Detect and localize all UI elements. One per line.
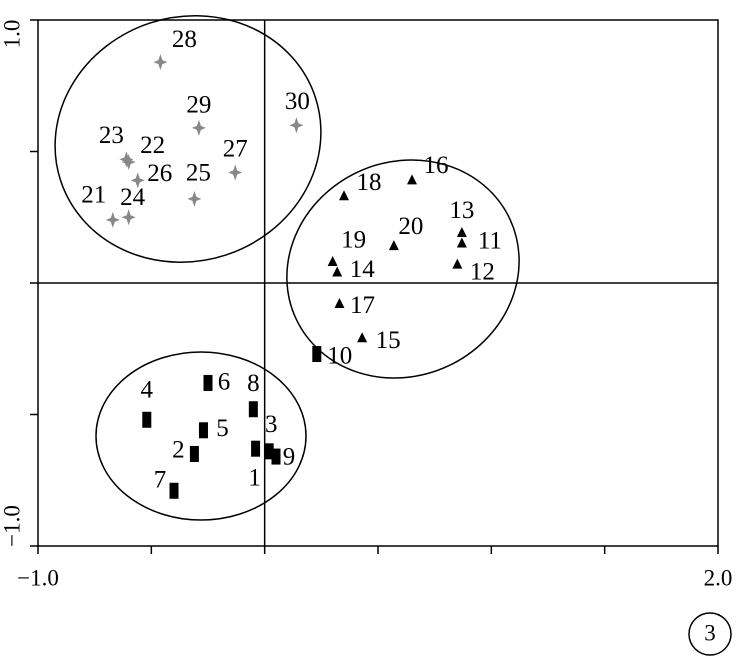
x-tick-label: 2.0: [704, 565, 733, 590]
point: [289, 117, 304, 134]
point-label: 3: [265, 411, 278, 438]
point-label: 5: [216, 415, 229, 442]
point: [105, 211, 120, 228]
point: [251, 440, 261, 457]
point-label: 12: [470, 258, 495, 285]
point-label: 2: [172, 437, 185, 464]
point-label: 15: [376, 327, 401, 354]
point: [187, 190, 202, 207]
point-label: 17: [350, 292, 375, 319]
point-label: 21: [81, 182, 106, 209]
point-label: 11: [478, 227, 502, 254]
point-label: 28: [172, 26, 197, 53]
cluster-ellipse: [286, 159, 520, 379]
point-label: 10: [327, 343, 352, 370]
point: [142, 411, 152, 428]
point-label: 4: [141, 376, 154, 403]
point: [312, 346, 322, 363]
point: [264, 443, 274, 460]
x-tick-label: −1.0: [17, 565, 59, 590]
cluster-ellipse: [95, 351, 307, 521]
point: [130, 172, 145, 189]
point-label: 14: [350, 256, 376, 283]
point: [153, 54, 168, 71]
point: [121, 209, 136, 226]
point-label: 19: [341, 227, 366, 254]
point: [228, 164, 243, 181]
point-label: 29: [186, 92, 211, 119]
point-label: 20: [398, 213, 423, 240]
point-label: 27: [223, 135, 248, 162]
point-label: 18: [357, 169, 382, 196]
point: [191, 119, 206, 136]
y-tick-label: −1.0: [0, 505, 24, 547]
point: [407, 174, 417, 185]
point: [271, 448, 281, 465]
cluster-ellipse: [54, 15, 322, 263]
point-label: 22: [140, 132, 165, 159]
point: [198, 422, 208, 439]
point: [456, 237, 467, 248]
point: [357, 332, 368, 343]
panel-label: 3: [704, 620, 716, 645]
point: [121, 154, 136, 171]
point-label: 7: [154, 467, 167, 494]
point-label: 30: [285, 88, 310, 115]
point-label: 13: [449, 197, 474, 224]
point: [119, 151, 134, 168]
point-label: 25: [186, 160, 211, 187]
point: [452, 258, 463, 269]
point-label: 26: [147, 160, 172, 187]
point-label: 16: [424, 152, 449, 179]
point: [189, 445, 199, 462]
point: [327, 255, 338, 266]
point: [456, 227, 467, 238]
point: [388, 240, 399, 251]
point: [339, 190, 349, 201]
point: [334, 298, 345, 309]
point: [248, 401, 258, 418]
point: [169, 482, 179, 499]
point-label: 24: [120, 184, 146, 211]
point: [203, 374, 213, 391]
point: [332, 266, 343, 277]
panel-label-circle: [688, 612, 732, 656]
point-label: 23: [99, 122, 124, 149]
point-label: 8: [247, 370, 260, 397]
point-label: 9: [283, 443, 296, 470]
y-tick-label: 1.0: [0, 20, 24, 49]
point-label: 1: [248, 464, 261, 491]
point-label: 6: [218, 369, 231, 396]
